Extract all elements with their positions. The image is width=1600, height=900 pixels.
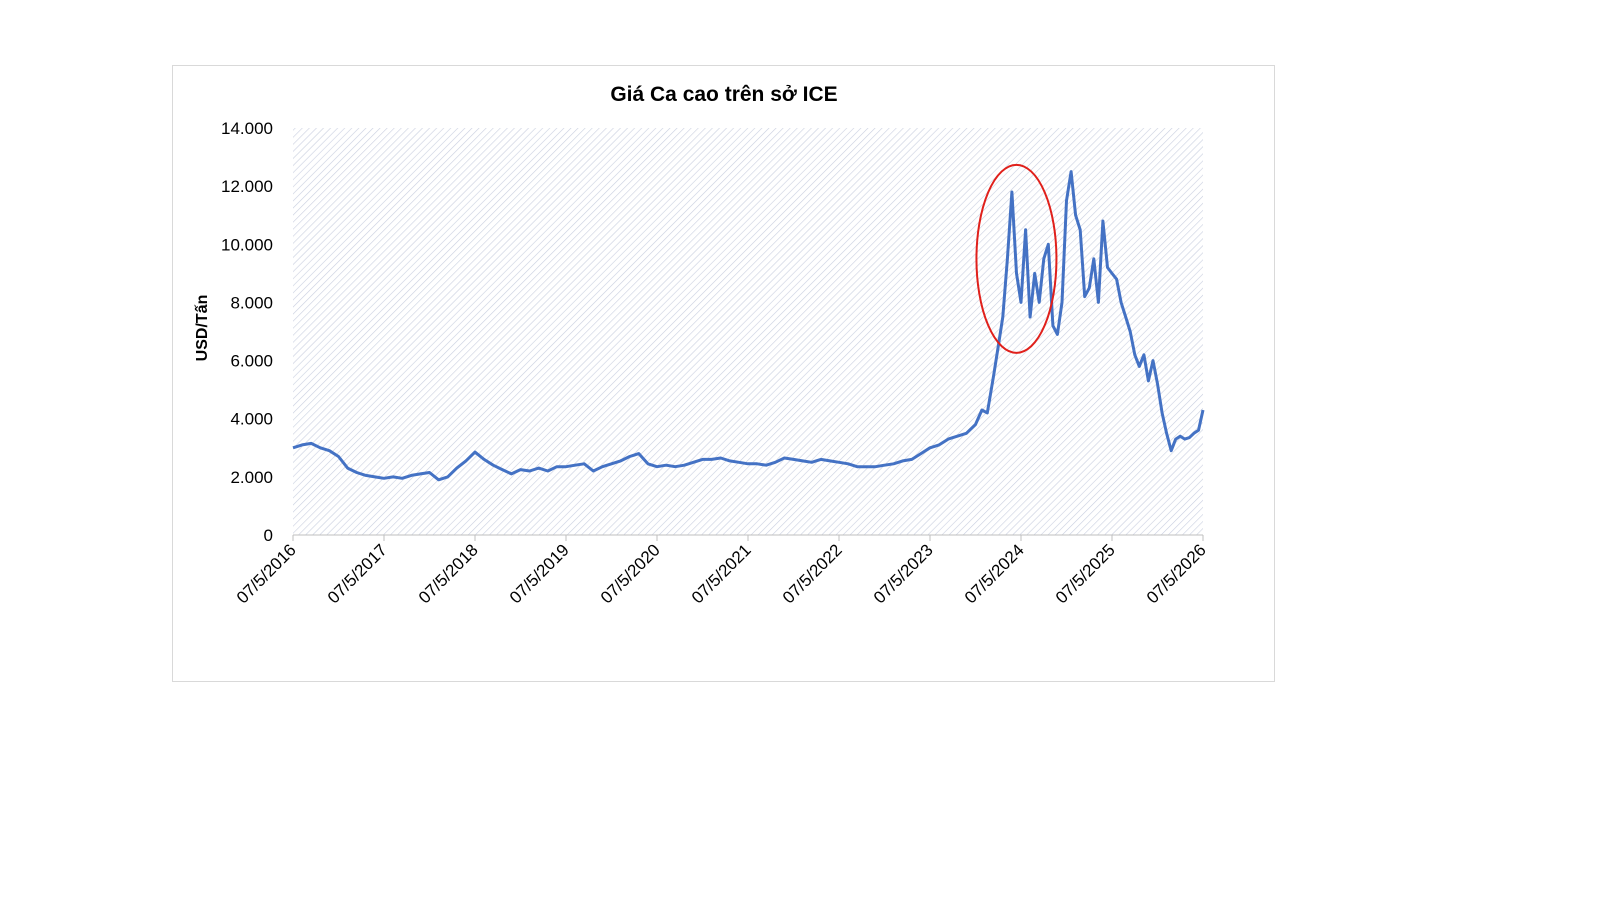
- y-tick-label: 14.000: [221, 119, 273, 138]
- y-tick-label: 6.000: [230, 352, 273, 371]
- annotation-group: [975, 163, 1058, 354]
- highlight-ellipse: [975, 163, 1058, 354]
- x-tick-label: 07/5/2022: [779, 540, 846, 607]
- x-tick-label: 07/5/2026: [1143, 540, 1210, 607]
- y-axis-ticks: 0 2.000 4.000 6.000 8.000 10.000 12.000 14.000: [221, 119, 273, 545]
- x-tick-label: 07/5/2018: [415, 540, 482, 607]
- y-tick-label: 8.000: [230, 293, 273, 312]
- y-tick-label: 4.000: [230, 410, 273, 429]
- x-tick-label: 07/5/2025: [1052, 540, 1119, 607]
- y-axis-label: USD/Tấn: [194, 295, 211, 362]
- series-line: [292, 170, 1205, 482]
- plot-area: [293, 128, 1203, 535]
- y-tick-label: 0: [264, 526, 273, 545]
- x-tick-label: 07/5/2021: [688, 540, 755, 607]
- y-tick-label: 2.000: [230, 468, 273, 487]
- x-axis-ticks: 07/5/2016 07/5/2017 07/5/2018 07/5/2019 07/5…: [233, 535, 1210, 607]
- y-tick-label: 10.000: [221, 235, 273, 254]
- y-tick-label: 12.000: [221, 177, 273, 196]
- series-group: [292, 170, 1205, 482]
- x-tick-label: 07/5/2024: [961, 540, 1028, 607]
- x-tick-label: 07/5/2020: [597, 540, 664, 607]
- x-tick-label: 07/5/2019: [506, 540, 573, 607]
- x-tick-label: 07/5/2016: [233, 540, 300, 607]
- chart-frame: Giá Ca cao trên sở ICE USD/Tấn 0 2.000 4.0…: [172, 65, 1275, 682]
- chart-svg: Giá Ca cao trên sở ICE USD/Tấn 0 2.000 4.0…: [194, 83, 1210, 607]
- chart-title: Giá Ca cao trên sở ICE: [610, 83, 837, 106]
- x-tick-label: 07/5/2017: [324, 540, 391, 607]
- x-tick-label: 07/5/2023: [870, 540, 937, 607]
